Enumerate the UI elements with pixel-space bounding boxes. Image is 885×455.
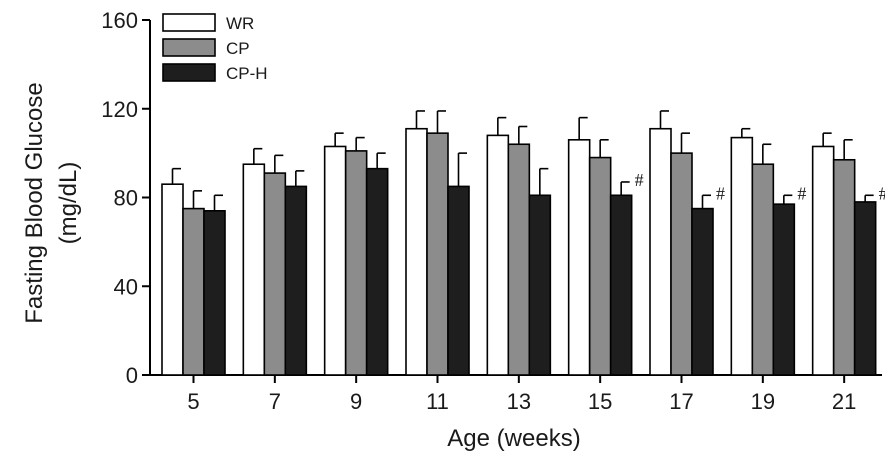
- bar-cp-h: [528, 194, 552, 376]
- x-tick-label: 17: [669, 389, 693, 414]
- legend-swatch-wr: [162, 13, 216, 32]
- bar-cp-h: [691, 207, 714, 376]
- bar-cp-h: [853, 201, 877, 376]
- bar-cp: [344, 150, 368, 376]
- y-tick-label: 40: [114, 274, 138, 299]
- bar-cp: [182, 207, 205, 376]
- bar-wr: [323, 145, 347, 376]
- bar-cp: [507, 143, 531, 376]
- significance-marker: #: [716, 183, 725, 203]
- bar-wr: [405, 127, 428, 376]
- bar-cp: [832, 158, 856, 376]
- bar-wr: [161, 183, 184, 376]
- y-tick-label: 120: [101, 97, 138, 122]
- x-tick-label: 15: [588, 389, 612, 414]
- x-tick-label: 7: [269, 389, 281, 414]
- legend-swatch-cp: [162, 38, 216, 57]
- bar-cp-h: [772, 203, 796, 376]
- significance-marker: #: [879, 183, 885, 203]
- x-tick-label: 9: [350, 389, 362, 414]
- y-tick-label: 0: [126, 363, 138, 388]
- bar-wr: [811, 145, 835, 376]
- y-tick-label: 160: [101, 8, 138, 33]
- x-tick-label: 5: [187, 389, 199, 414]
- y-axis-title-line1: Fasting Blood Glucose: [21, 82, 48, 323]
- legend-label-wr: WR: [226, 14, 254, 33]
- x-tick-label: 13: [507, 389, 531, 414]
- bar-cp: [670, 152, 693, 376]
- bar-wr: [242, 163, 266, 376]
- bar-cp-h: [284, 185, 308, 376]
- x-tick-label: 19: [751, 389, 775, 414]
- y-axis-title-line2: (mg/dL): [55, 162, 82, 245]
- legend-swatch-cp-h: [162, 63, 216, 82]
- bar-wr: [486, 134, 510, 376]
- bar-cp: [426, 132, 449, 376]
- y-axis-title: Fasting Blood Glucose (mg/dL): [21, 82, 82, 323]
- significance-marker: #: [635, 170, 644, 190]
- x-axis-title: Age (weeks): [447, 425, 580, 452]
- bar-cp-h: [365, 167, 389, 376]
- bar-cp: [588, 156, 612, 376]
- bar-wr: [730, 136, 754, 376]
- bar-wr: [649, 127, 672, 376]
- significance-marker: #: [797, 183, 806, 203]
- bar-cp-h: [609, 194, 633, 376]
- bar-cp: [263, 172, 287, 376]
- legend-label-cp: CP: [226, 39, 250, 58]
- bar-wr: [567, 139, 591, 376]
- legend: WR CP CP-H: [162, 13, 268, 83]
- x-tick-label: 11: [426, 389, 449, 414]
- y-tick-label: 80: [114, 186, 138, 211]
- x-tick-label: 21: [832, 389, 856, 414]
- bar-cp-h: [447, 185, 470, 376]
- bar-cp-h: [203, 210, 226, 376]
- legend-label-cp-h: CP-H: [226, 64, 268, 83]
- bar-cp: [751, 163, 775, 376]
- bars: # # # #: [161, 110, 885, 376]
- axes: 0 40 80 120 160 5 7 9 11 13 15 17 19 21: [101, 8, 882, 414]
